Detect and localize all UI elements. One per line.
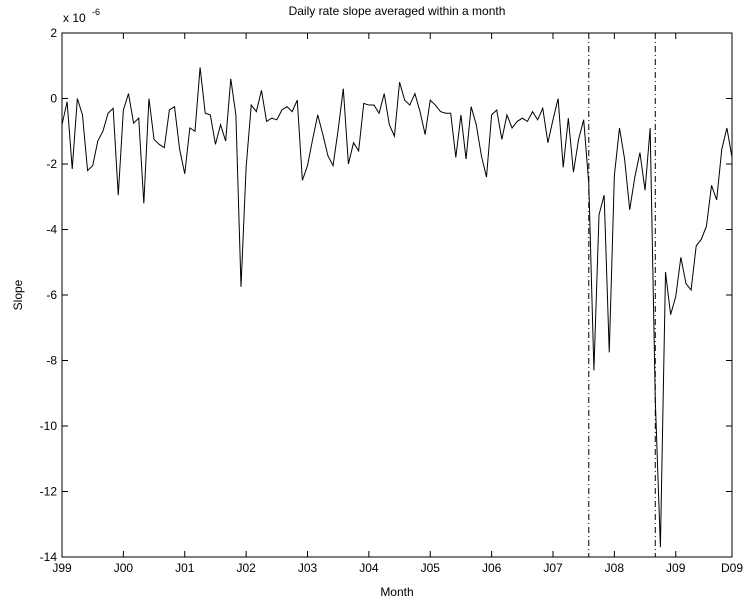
- x-tick-label: J02: [236, 561, 256, 575]
- y-tick-label: -8: [46, 354, 57, 368]
- plot-frame: [61, 32, 733, 558]
- x-tick-label: J00: [114, 561, 134, 575]
- y-axis-label: Slope: [11, 279, 25, 310]
- x-tick-label: J07: [543, 561, 563, 575]
- x-tick-label: J09: [666, 561, 686, 575]
- x-tick-label: D09: [721, 561, 743, 575]
- x-tick-label: J06: [482, 561, 502, 575]
- y-tick-label: -10: [40, 419, 58, 433]
- x-tick-label: J03: [298, 561, 318, 575]
- data-line: [61, 67, 733, 548]
- y-tick-label: 2: [50, 26, 57, 40]
- y-multiplier: x 10: [63, 11, 86, 25]
- chart-title: Daily rate slope averaged within a month: [289, 4, 506, 18]
- y-tick-label: 0: [50, 92, 57, 106]
- y-tick-label: -12: [40, 485, 58, 499]
- x-tick-label: J99: [52, 561, 72, 575]
- y-multiplier-exponent: -6: [92, 7, 100, 17]
- y-tick-label: -6: [46, 288, 57, 302]
- y-tick-label: -14: [40, 550, 58, 564]
- x-tick-label: J01: [175, 561, 195, 575]
- x-axis-label: Month: [380, 585, 413, 599]
- x-tick-label: J05: [421, 561, 441, 575]
- x-tick-label: J08: [605, 561, 625, 575]
- y-tick-label: -2: [46, 157, 57, 171]
- y-tick-label: -4: [46, 223, 57, 237]
- x-tick-label: J04: [359, 561, 379, 575]
